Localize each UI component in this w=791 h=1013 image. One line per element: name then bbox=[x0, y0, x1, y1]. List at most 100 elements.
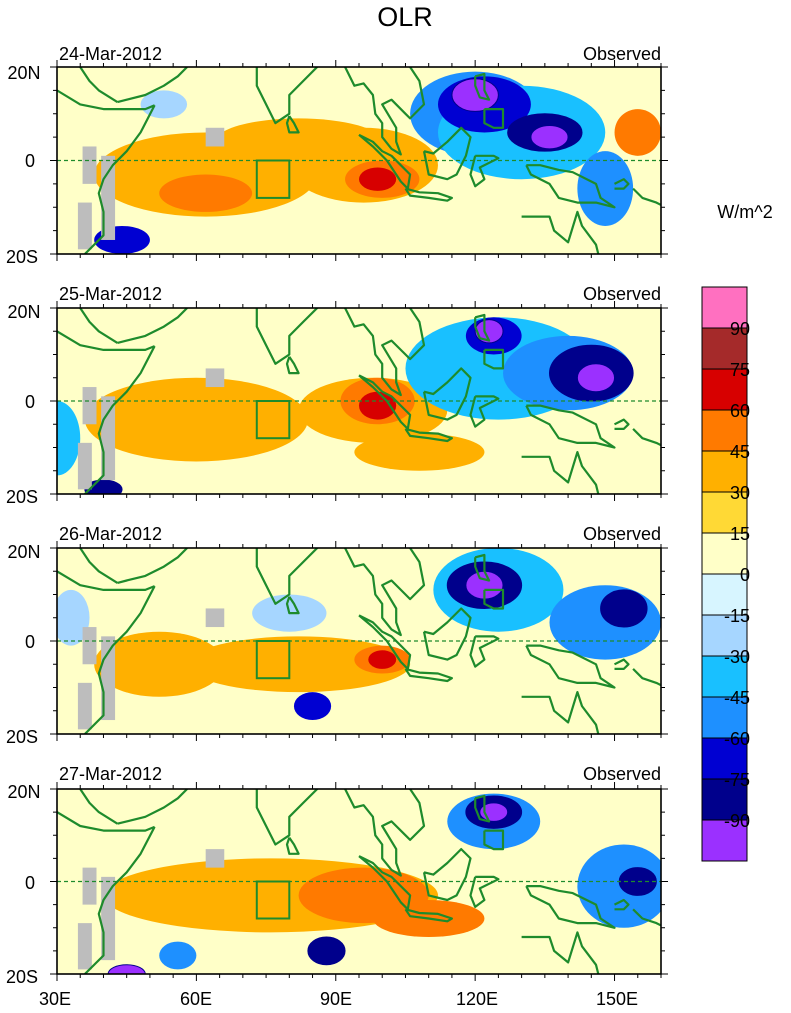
coastline bbox=[358, 614, 412, 670]
olr-anomaly-blob bbox=[474, 319, 504, 344]
missing-data-patch bbox=[205, 127, 225, 147]
coastline bbox=[469, 154, 500, 188]
coastline bbox=[117, 308, 188, 344]
coastline bbox=[521, 931, 600, 974]
colorbar-swatch bbox=[701, 286, 748, 329]
panel-date: 25-Mar-2012 bbox=[59, 284, 162, 304]
chart-title: OLR bbox=[377, 2, 433, 32]
coastline bbox=[404, 667, 453, 683]
coastline bbox=[422, 367, 472, 421]
lat-tick-label: 20N bbox=[7, 782, 40, 802]
box-region bbox=[255, 400, 291, 440]
olr-anomaly-blob bbox=[159, 941, 197, 970]
olr-anomaly-blob bbox=[57, 401, 81, 476]
coastline bbox=[79, 67, 118, 104]
lat-tick-label: 20S bbox=[6, 967, 38, 987]
lat-tick-label: 0 bbox=[25, 873, 35, 893]
missing-data-patch bbox=[82, 867, 97, 905]
olr-anomaly-blob bbox=[293, 692, 332, 721]
tick-marks bbox=[50, 541, 668, 741]
missing-data-patch bbox=[82, 146, 97, 184]
coastline-layer bbox=[57, 548, 661, 734]
coastline bbox=[228, 67, 319, 125]
coastline bbox=[469, 395, 500, 428]
coastline bbox=[474, 553, 491, 582]
colorbar-swatch bbox=[701, 655, 748, 698]
lat-tick-label: 0 bbox=[25, 392, 35, 412]
tick-marks bbox=[50, 782, 668, 981]
olr-anomaly-blob bbox=[368, 650, 397, 669]
coastline bbox=[521, 210, 600, 254]
olr-anomaly-blob bbox=[307, 936, 346, 966]
coastline bbox=[474, 794, 491, 823]
coastline bbox=[79, 548, 118, 584]
coastline bbox=[614, 658, 630, 670]
olr-anomaly-blob bbox=[549, 585, 661, 660]
coastline bbox=[57, 570, 156, 591]
olr-anomaly-blob bbox=[577, 844, 661, 928]
coastline bbox=[483, 829, 505, 851]
lon-tick-label: 150E bbox=[596, 989, 638, 1009]
coastline bbox=[57, 330, 156, 351]
coastline bbox=[228, 308, 319, 365]
coastline bbox=[474, 313, 491, 342]
missing-data-patch bbox=[77, 202, 92, 250]
colorbar-swatch bbox=[701, 573, 748, 616]
coastline-layer bbox=[57, 67, 661, 254]
olr-anomaly-blob bbox=[577, 151, 634, 226]
colorbar-label: -90 bbox=[724, 811, 750, 831]
coastline bbox=[614, 418, 630, 430]
coastline bbox=[404, 908, 453, 923]
tick-marks bbox=[50, 301, 668, 501]
lat-tick-label: 0 bbox=[25, 151, 35, 171]
box-region bbox=[255, 159, 291, 199]
panel: 26-Mar-2012 Observed 20N 0 20S bbox=[6, 524, 668, 747]
colorbar-boxes bbox=[701, 286, 748, 862]
colorbar-label: -30 bbox=[724, 647, 750, 667]
missing-data-patch bbox=[82, 627, 97, 665]
lat-tick-label: 20N bbox=[7, 63, 40, 83]
colorbar-swatch bbox=[701, 696, 748, 739]
lat-tick-label: 0 bbox=[25, 632, 35, 652]
coastline bbox=[344, 308, 426, 397]
coastline bbox=[117, 548, 188, 584]
olr-anomaly-blob bbox=[359, 391, 397, 420]
olr-anomaly-blob bbox=[57, 589, 90, 646]
coastline bbox=[483, 348, 505, 370]
coastline bbox=[358, 855, 412, 911]
coastline bbox=[525, 885, 616, 929]
coastline bbox=[228, 789, 319, 846]
coastline bbox=[285, 596, 300, 615]
coastline-layer bbox=[57, 308, 661, 494]
coastline bbox=[521, 691, 600, 734]
colorbar-swatch bbox=[701, 778, 748, 821]
panel-source: Observed bbox=[583, 44, 661, 64]
lon-tick-label: 60E bbox=[180, 989, 212, 1009]
panel: 27-Mar-2012 Observed 20N 0 20S bbox=[6, 764, 668, 987]
colorbar-label: 75 bbox=[730, 360, 750, 380]
coastline bbox=[525, 644, 616, 689]
panel-date: 27-Mar-2012 bbox=[59, 764, 162, 784]
panel: 25-Mar-2012 Observed 20N 0 20S bbox=[6, 284, 668, 507]
lat-tick-label: 20N bbox=[7, 302, 40, 322]
olr-anomaly-blob bbox=[354, 433, 485, 471]
panel: 24-Mar-2012 Observed 20N 0 20S bbox=[6, 44, 668, 267]
coastline bbox=[84, 585, 156, 734]
coastline-layer bbox=[57, 789, 661, 974]
coastline bbox=[228, 548, 319, 605]
coastline bbox=[358, 133, 412, 190]
coastline bbox=[632, 668, 661, 687]
coastline bbox=[469, 875, 500, 908]
coastline bbox=[474, 72, 491, 101]
coastline bbox=[79, 789, 118, 825]
coastline bbox=[285, 356, 300, 375]
coastline bbox=[117, 789, 188, 825]
coastline bbox=[614, 898, 630, 911]
tick-marks bbox=[50, 60, 668, 261]
colorbar-label: -45 bbox=[724, 688, 750, 708]
colorbar-swatch bbox=[701, 737, 748, 780]
coastline bbox=[422, 607, 472, 661]
coastline bbox=[422, 126, 472, 181]
coastline bbox=[344, 67, 426, 156]
coastline bbox=[79, 308, 118, 344]
